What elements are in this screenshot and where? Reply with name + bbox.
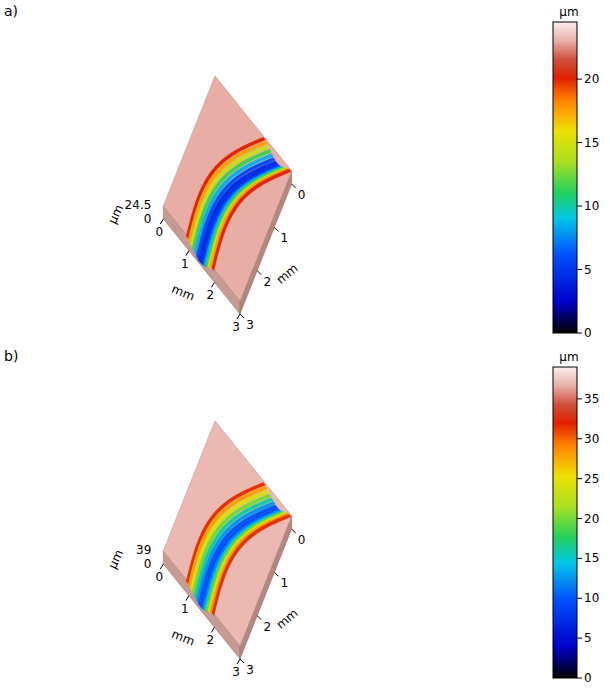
svg-text:0: 0 — [584, 671, 592, 685]
svg-text:20: 20 — [584, 72, 599, 86]
svg-text:5: 5 — [584, 631, 592, 645]
svg-text:b): b) — [4, 348, 18, 364]
svg-text:0: 0 — [584, 326, 592, 340]
svg-text:2: 2 — [207, 288, 215, 302]
svg-text:0: 0 — [156, 570, 164, 584]
svg-text:30: 30 — [584, 432, 599, 446]
svg-text:2: 2 — [263, 275, 271, 289]
svg-text:20: 20 — [584, 512, 599, 526]
svg-text:0: 0 — [144, 557, 152, 571]
svg-text:3: 3 — [232, 320, 240, 334]
svg-text:3: 3 — [246, 318, 254, 332]
svg-text:10: 10 — [584, 199, 599, 213]
svg-text:35: 35 — [584, 392, 599, 406]
svg-text:24.5: 24.5 — [125, 198, 152, 212]
svg-text:1: 1 — [281, 231, 289, 245]
svg-text:1: 1 — [281, 576, 289, 590]
svg-text:µm: µm — [105, 203, 126, 226]
svg-text:0: 0 — [144, 212, 152, 226]
svg-text:39: 39 — [136, 543, 151, 557]
svg-text:2: 2 — [263, 620, 271, 634]
svg-text:1: 1 — [181, 602, 189, 616]
svg-text:mm: mm — [274, 606, 301, 632]
svg-text:µm: µm — [105, 548, 126, 571]
svg-text:15: 15 — [584, 136, 599, 150]
svg-text:mm: mm — [170, 627, 197, 649]
svg-text:3: 3 — [232, 665, 240, 679]
svg-text:3: 3 — [246, 663, 254, 677]
svg-text:mm: mm — [170, 282, 197, 304]
svg-text:25: 25 — [584, 472, 599, 486]
svg-text:0: 0 — [298, 188, 306, 202]
svg-text:15: 15 — [584, 551, 599, 565]
svg-text:µm: µm — [559, 350, 578, 364]
svg-text:10: 10 — [584, 591, 599, 605]
svg-text:a): a) — [4, 3, 18, 19]
svg-text:0: 0 — [298, 533, 306, 547]
svg-text:mm: mm — [274, 261, 301, 287]
svg-text:5: 5 — [584, 263, 592, 277]
svg-text:2: 2 — [207, 633, 215, 647]
svg-text:0: 0 — [156, 225, 164, 239]
svg-text:µm: µm — [559, 5, 578, 19]
svg-text:1: 1 — [181, 257, 189, 271]
